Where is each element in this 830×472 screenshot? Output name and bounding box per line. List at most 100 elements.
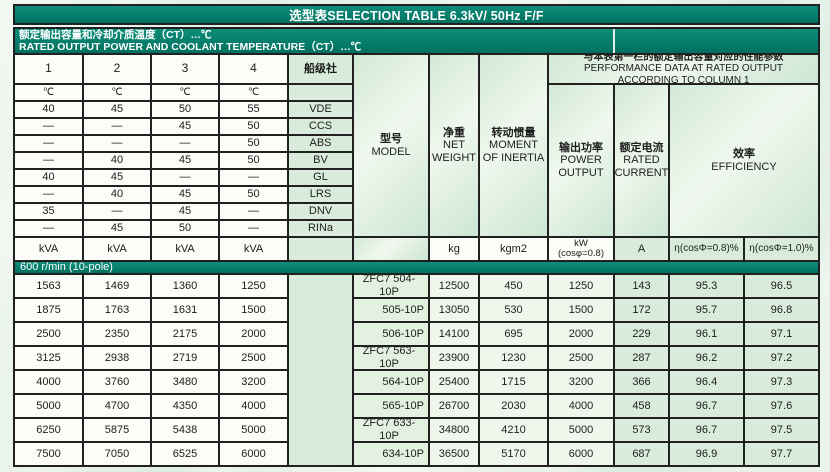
society-temp-cell: — [15,136,82,151]
net-weight-cell: 13050 [430,299,478,321]
society-temp-cell: 35 [15,204,82,219]
ct-header-spacer [615,29,818,53]
society-name-cell: GL [289,170,352,185]
society-temp-cell: 45 [84,170,150,185]
kva-value-cell: 3480 [152,371,218,393]
model-cell: 506-10P [354,323,428,345]
net-weight-cell: 14100 [430,323,478,345]
kva-value-cell: 5000 [220,419,287,441]
efficiency-10-cell: 97.6 [745,395,818,417]
power-output-cell: 5000 [549,419,613,441]
model-cell: ZFC7 563-10P [354,347,428,369]
power-output-cell: 1250 [549,275,613,297]
power-output-cell: 1500 [549,299,613,321]
kva-value-cell: 4700 [84,395,150,417]
efficiency-08-cell: 96.2 [670,347,743,369]
society-column-header: 船级社 [289,55,352,83]
efficiency-08-cell: 96.7 [670,419,743,441]
inertia-cell: 1230 [480,347,547,369]
power-output-cell: 6000 [549,443,613,465]
kw-unit-cell: kW (cosφ=0.8) [549,238,613,260]
column-header-1: 1 [15,55,82,83]
table-title: 选型表SELECTION TABLE 6.3kV/ 50Hz F/F [13,4,820,25]
society-temp-cell: 40 [15,102,82,117]
kva-value-cell: 7050 [84,443,150,465]
eff08-unit-cell: η(cosΦ=0.8)% [670,238,743,260]
rated-current-cell: 458 [615,395,668,417]
temp-unit-cell: ℃ [15,85,82,100]
kva-value-cell: 4000 [220,395,287,417]
society-temp-cell: 50 [220,187,287,202]
rated-current-cell: 687 [615,443,668,465]
society-temp-cell: 50 [220,119,287,134]
inertia-cell: 695 [480,323,547,345]
ct-caption-en: RATED OUTPUT POWER AND COOLANT TEMPERATU… [19,41,362,53]
society-temp-cell: — [15,187,82,202]
society-name-cell: RINa [289,221,352,236]
kva-value-cell: 1469 [84,275,150,297]
power-output-cell: 3200 [549,371,613,393]
kva-unit-cell: kVA [15,238,82,260]
society-name-cell: CCS [289,119,352,134]
inertia-cell: 450 [480,275,547,297]
society-temp-cell: — [152,136,218,151]
kva-value-cell: 3125 [15,347,82,369]
society-temp-cell: — [15,153,82,168]
society-temp-cell: 45 [152,187,218,202]
society-temp-cell: 40 [84,187,150,202]
efficiency-08-cell: 96.9 [670,443,743,465]
kva-value-cell: 6250 [15,419,82,441]
society-data-spacer [289,275,352,465]
temp-unit-cell: ℃ [152,85,218,100]
kgm2-unit-cell: kgm2 [480,238,547,260]
rated-current-cell: 366 [615,371,668,393]
inertia-cell: 4210 [480,419,547,441]
society-temp-cell: 50 [152,102,218,117]
efficiency-10-cell: 97.3 [745,371,818,393]
society-temp-cell: — [84,136,150,151]
society-unit-spacer [289,238,352,260]
power-output-cell: 4000 [549,395,613,417]
power-output-cell: 2500 [549,347,613,369]
kva-value-cell: 7500 [15,443,82,465]
society-temp-cell: 50 [220,136,287,151]
efficiency-08-cell: 96.4 [670,371,743,393]
society-temp-cell: 40 [15,170,82,185]
ct-caption-zh: 额定输出容量和冷却介质温度（CT）…℃ [19,29,212,41]
column-header-3: 3 [152,55,218,83]
efficiency-10-cell: 97.2 [745,347,818,369]
kva-value-cell: 2175 [152,323,218,345]
society-temp-cell: 40 [84,153,150,168]
society-temp-cell: 50 [152,221,218,236]
temp-unit-cell: ℃ [220,85,287,100]
society-temp-cell: — [15,119,82,134]
selection-table: 额定输出容量和冷却介质温度（CT）…℃ RATED OUTPUT POWER A… [13,27,820,467]
kva-value-cell: 1631 [152,299,218,321]
temp-unit-cell: ℃ [84,85,150,100]
kva-value-cell: 2938 [84,347,150,369]
net-weight-cell: 12500 [430,275,478,297]
kva-value-cell: 1250 [220,275,287,297]
efficiency-08-cell: 96.7 [670,395,743,417]
kva-value-cell: 6000 [220,443,287,465]
model-cell: 565-10P [354,395,428,417]
kva-value-cell: 2350 [84,323,150,345]
rated-current-cell: 573 [615,419,668,441]
kg-unit-cell: kg [430,238,478,260]
power-output-column-header: 输出功率 POWER OUTPUT [549,85,613,236]
kva-value-cell: 2000 [220,323,287,345]
kva-value-cell: 2500 [220,347,287,369]
inertia-cell: 2030 [480,395,547,417]
society-temp-cell: — [84,204,150,219]
kva-value-cell: 2500 [15,323,82,345]
society-spacer-cell [289,85,352,100]
society-temp-cell: 45 [152,119,218,134]
net-weight-cell: 36500 [430,443,478,465]
society-temp-cell: — [84,119,150,134]
inertia-cell: 530 [480,299,547,321]
kva-value-cell: 1763 [84,299,150,321]
model-cell: 505-10P [354,299,428,321]
model-cell: 564-10P [354,371,428,393]
society-temp-cell: 50 [220,153,287,168]
efficiency-column-header: 效率 EFFICIENCY [670,85,818,236]
